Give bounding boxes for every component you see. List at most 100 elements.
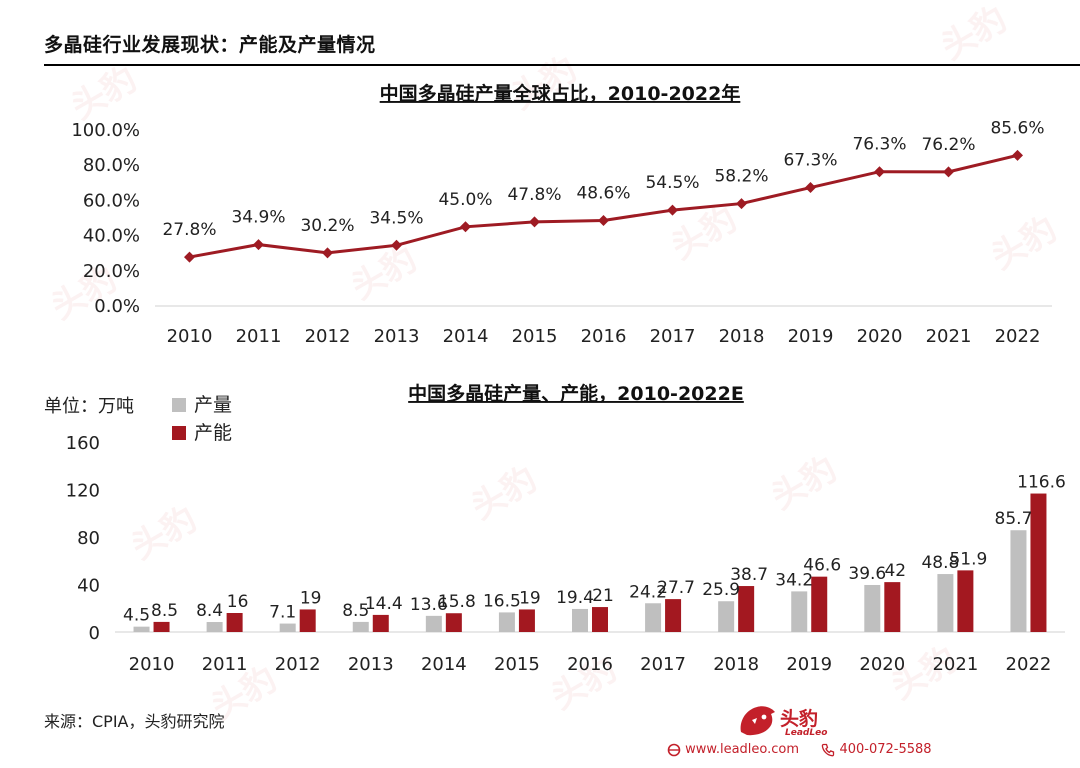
bar-y-tick: 40 <box>77 576 100 597</box>
bar-data-label: 19 <box>300 588 322 608</box>
web-icon <box>667 743 681 756</box>
line-data-label: 34.9% <box>231 208 285 228</box>
line-y-tick: 40.0% <box>83 226 140 247</box>
bar-x-tick: 2019 <box>786 654 832 675</box>
line-x-tick: 2022 <box>995 326 1041 347</box>
bar-data-label: 4.5 <box>123 606 150 626</box>
bar-x-tick: 2022 <box>1006 654 1052 675</box>
line-point <box>529 216 540 228</box>
line-point <box>874 166 885 178</box>
bar-data-label: 25.9 <box>702 580 740 600</box>
bar-x-tick: 2021 <box>932 654 978 675</box>
bar-data-label: 21 <box>592 586 614 606</box>
bar-output <box>352 621 369 632</box>
bar-y-tick: 0 <box>89 623 100 644</box>
line-y-tick: 60.0% <box>83 190 140 211</box>
bar-y-tick: 80 <box>77 528 100 549</box>
contact-row: www.leadleo.com 400-072-5588 <box>667 742 932 757</box>
bar-capacity <box>518 609 535 632</box>
bar-capacity <box>372 614 389 632</box>
bar-output <box>206 622 223 632</box>
bar-output <box>279 623 296 632</box>
bar-capacity <box>811 576 828 632</box>
bar-output <box>425 615 442 632</box>
bar-data-label: 39.6 <box>848 564 886 584</box>
line-data-label: 30.2% <box>300 216 354 236</box>
line-point <box>460 221 471 233</box>
line-data-label: 45.0% <box>438 190 492 210</box>
bar-data-label: 42 <box>884 561 906 581</box>
line-x-tick: 2020 <box>857 326 903 347</box>
line-x-tick: 2014 <box>443 326 489 347</box>
phone-icon <box>822 743 835 756</box>
line-y-tick: 80.0% <box>83 155 140 176</box>
bar-output <box>645 603 662 632</box>
legend-label: 产量 <box>194 394 232 416</box>
leopard-logo-icon <box>740 706 775 736</box>
line-point <box>598 214 609 226</box>
legend-label: 产能 <box>194 422 232 444</box>
bar-data-label: 24.2 <box>629 582 667 602</box>
line-data-label: 67.3% <box>783 151 837 171</box>
line-data-label: 85.6% <box>990 118 1044 138</box>
line-x-tick: 2013 <box>374 326 420 347</box>
line-x-tick: 2018 <box>719 326 765 347</box>
line-point <box>322 247 333 259</box>
bar-data-label: 8.4 <box>196 601 223 621</box>
bar-data-label: 7.1 <box>269 603 296 623</box>
bar-x-tick: 2012 <box>275 654 321 675</box>
unit-label: 单位：万吨 <box>44 396 134 417</box>
line-x-tick: 2011 <box>236 326 282 347</box>
line-data-label: 58.2% <box>714 167 768 187</box>
bar-x-tick: 2016 <box>567 654 613 675</box>
bar-data-label: 38.7 <box>730 565 768 585</box>
bar-chart-title: 中国多晶硅产量、产能，2010-2022E <box>408 382 744 405</box>
bar-data-label: 85.7 <box>995 509 1033 529</box>
bar-x-tick: 2020 <box>859 654 905 675</box>
line-data-label: 76.2% <box>921 135 975 155</box>
logo: 头豹 LeadLeo <box>735 700 965 766</box>
line-data-label: 76.3% <box>852 135 906 155</box>
header-divider <box>44 64 1080 66</box>
source-note: 来源：CPIA，头豹研究院 <box>44 712 225 731</box>
bar-data-label: 116.6 <box>1017 473 1066 493</box>
line-point <box>805 182 816 194</box>
line-data-label: 48.6% <box>576 183 630 203</box>
line-y-tick: 20.0% <box>83 261 140 282</box>
line-y-tick: 0.0% <box>94 296 140 317</box>
line-x-tick: 2021 <box>926 326 972 347</box>
bar-data-label: 27.7 <box>657 578 695 598</box>
bar-data-label: 15.8 <box>438 592 476 612</box>
bar-capacity <box>226 613 243 632</box>
bar-output <box>791 591 808 632</box>
bar-x-tick: 2015 <box>494 654 540 675</box>
bar-x-tick: 2011 <box>202 654 248 675</box>
bar-x-tick: 2018 <box>713 654 759 675</box>
line-x-tick: 2019 <box>788 326 834 347</box>
bar-data-label: 34.2 <box>775 570 813 590</box>
website-link[interactable]: www.leadleo.com <box>685 742 800 757</box>
bar-data-label: 48.8 <box>921 553 959 573</box>
logo-subtitle: LeadLeo <box>785 728 828 738</box>
phone-number: 400-072-5588 <box>839 742 932 757</box>
logo-name: 头豹 <box>780 708 819 730</box>
bar-capacity <box>957 570 974 632</box>
bar-data-label: 16.5 <box>483 591 521 611</box>
bar-output <box>1010 530 1027 632</box>
line-data-label: 34.5% <box>369 208 423 228</box>
line-data-label: 27.8% <box>162 220 216 240</box>
bar-capacity <box>299 609 316 632</box>
bar-output <box>937 574 954 632</box>
bar-capacity <box>665 599 682 632</box>
line-point <box>736 198 747 210</box>
line-x-tick: 2012 <box>305 326 351 347</box>
bar-data-label: 14.4 <box>365 594 403 614</box>
bar-capacity <box>592 607 608 632</box>
bar-data-label: 8.5 <box>151 601 178 621</box>
line-x-tick: 2017 <box>650 326 696 347</box>
line-x-tick: 2015 <box>512 326 558 347</box>
bar-data-label: 46.6 <box>803 556 841 576</box>
svg-text:头豹: 头豹 <box>935 0 1014 68</box>
bar-x-tick: 2014 <box>421 654 467 675</box>
